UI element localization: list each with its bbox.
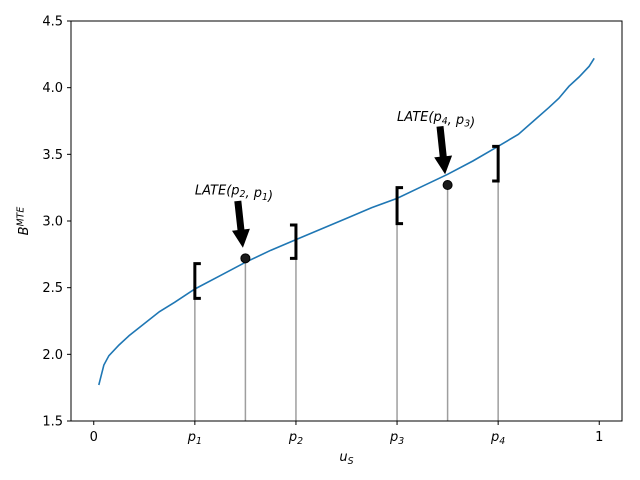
y-tick-label: 3.0 (42, 215, 63, 230)
x-tick-label: p2 (288, 430, 303, 447)
y-axis-label: BMTE (15, 207, 32, 236)
x-axis-label: uS (339, 450, 353, 467)
y-tick-label: 4.5 (42, 15, 63, 30)
x-tick-label: p4 (490, 430, 505, 447)
right-bracket (289, 223, 298, 260)
x-tick-label: p3 (389, 430, 404, 447)
y-tick-label: 2.5 (42, 281, 63, 296)
series-line (98, 57, 595, 386)
x-tick-label: 1 (595, 430, 603, 445)
annotations-group: LATE(p2, p1) LATE(p4, p3) (195, 110, 475, 248)
y-tick-label: 3.5 (42, 148, 63, 163)
y-tick-label: 1.5 (42, 415, 63, 430)
vertical-lines-group (194, 163, 499, 421)
annotation-arrow (434, 126, 453, 175)
annotation-arrow (232, 200, 250, 248)
brackets-group (193, 144, 500, 300)
annotation-label: LATE(p2, p1) (195, 183, 273, 204)
series-group (98, 57, 595, 386)
x-tick-label: 0 (90, 430, 98, 445)
x-tick-label: p1 (187, 430, 202, 447)
right-bracket (492, 144, 500, 183)
y-tick-label: 4.0 (42, 81, 63, 96)
points-group (240, 180, 453, 264)
x-ticks-group: 0 p1 p2 p3 p4 1 (90, 421, 603, 447)
annotation-label: LATE(p4, p3) (397, 110, 475, 131)
data-point (442, 180, 453, 190)
left-bracket (193, 262, 201, 300)
data-point (240, 253, 251, 264)
left-bracket (395, 186, 404, 226)
y-tick-label: 2.0 (42, 348, 63, 363)
y-ticks-group: 1.5 2.0 2.5 3.0 3.5 4.0 4.5 (42, 15, 71, 430)
